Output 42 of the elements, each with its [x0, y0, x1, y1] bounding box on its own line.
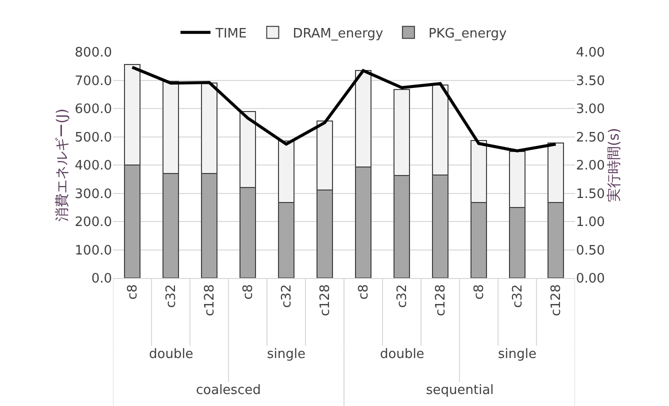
- y2-tick-label: 0.50: [576, 243, 605, 258]
- y-tick-label: 500.0: [74, 130, 112, 146]
- y-tick-label: 0.0: [91, 272, 112, 287]
- y2-tick-label: 4.00: [576, 46, 605, 61]
- y2-tick-label: 1.50: [576, 186, 605, 202]
- y2-tick-label: 0.00: [576, 272, 605, 287]
- legend-label: DRAM_energy: [292, 26, 384, 42]
- y2-tick-label: 1.00: [576, 215, 605, 230]
- y-tick-label: 400.0: [74, 158, 112, 174]
- y2-tick-label: 2.00: [576, 158, 605, 174]
- y-tick-label: 100.0: [74, 243, 112, 258]
- x-tick-label: c128: [433, 284, 448, 316]
- x-tick-label: c128: [548, 284, 564, 316]
- x-tick-label: c32: [279, 284, 294, 308]
- line-series: [130, 66, 558, 152]
- x-tick-label: c32: [394, 284, 410, 308]
- y-tick-label: 600.0: [74, 102, 112, 118]
- text: single: [267, 347, 306, 362]
- legend-label: TIME: [214, 26, 247, 42]
- text: double: [380, 347, 424, 362]
- y-tick-label: 700.0: [74, 74, 112, 89]
- x-tick-label: c32: [510, 284, 526, 308]
- x-tick-label: c8: [472, 284, 487, 300]
- text: coalesced: [196, 383, 261, 398]
- y2-tick-label: 3.50: [576, 74, 605, 89]
- y2-tick-label: 3.00: [576, 102, 605, 118]
- x-tick-label: c8: [125, 284, 140, 300]
- legend-label: PKG_energy: [428, 26, 507, 42]
- y-tick-label: 300.0: [74, 186, 112, 202]
- y-tick-label: 800.0: [74, 46, 112, 61]
- x-tick-label: c32: [164, 284, 179, 308]
- text: sequential: [426, 383, 494, 398]
- y2-tick-label: 2.50: [576, 130, 605, 146]
- x-tick-label: c8: [356, 284, 372, 300]
- text: single: [498, 347, 536, 362]
- y-axis-title: 消費エネルギー(J): [54, 108, 70, 222]
- x-tick-label: c128: [202, 284, 218, 316]
- text: double: [149, 347, 194, 362]
- y2-axis-title: 実行時間(s): [606, 128, 622, 202]
- y-tick-label: 200.0: [74, 215, 112, 230]
- x-tick-label: c128: [318, 284, 333, 316]
- x-tick-label: c8: [240, 284, 256, 300]
